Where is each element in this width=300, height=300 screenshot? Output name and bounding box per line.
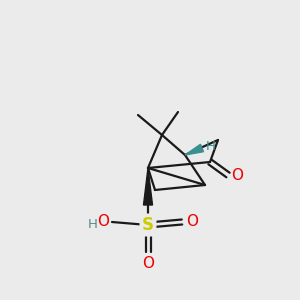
Polygon shape	[143, 168, 152, 205]
Text: H: H	[88, 218, 98, 232]
Text: S: S	[142, 216, 154, 234]
Text: H: H	[206, 140, 216, 154]
Text: O: O	[186, 214, 198, 230]
Text: O: O	[142, 256, 154, 271]
Text: O: O	[97, 214, 109, 230]
Polygon shape	[185, 144, 203, 155]
Text: O: O	[231, 167, 243, 182]
